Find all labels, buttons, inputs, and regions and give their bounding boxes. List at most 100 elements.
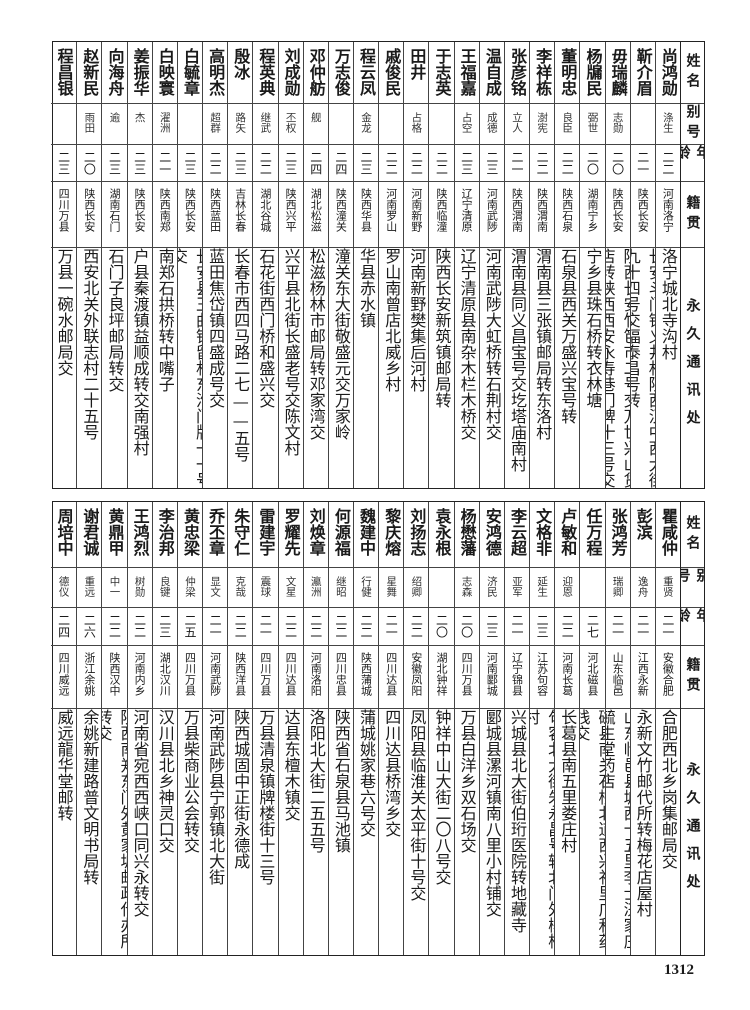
person-age: 二二: [359, 614, 374, 638]
person-address-cell: 松滋杨林市邮局转邓家湾交: [304, 248, 328, 488]
person-name-cell: 李云超: [504, 502, 530, 568]
person-address: 罗山南曾店北威乡村: [382, 248, 402, 392]
person-age-cell: 二二: [303, 608, 328, 646]
person-age: 二一: [509, 151, 524, 175]
person-column: 程云凤 金龙 二三 陕西华县 华县赤水镇: [352, 42, 379, 488]
person-age: 二二: [233, 614, 248, 638]
person-name-cell: 戚俊民: [379, 42, 404, 104]
person-alias-cell: 继昭: [328, 568, 353, 608]
person-origin: 陕西临潼: [435, 188, 449, 232]
person-name: 尚鸿勋: [658, 48, 678, 96]
person-origin: 陕西渭南: [535, 188, 549, 232]
person-alias: 迎恩: [561, 576, 574, 597]
person-name: 程英典: [256, 48, 276, 96]
person-alias-cell: 行健: [353, 568, 379, 608]
person-origin-cell: 陕西石泉: [555, 182, 580, 248]
person-age-cell: 二三: [479, 608, 504, 646]
person-column: 乔丕章 显文 二一 河南武陟 河南武陟县宁郭镇北大街: [202, 502, 228, 955]
person-address-cell: 宁乡县珠石桥转衣林塘: [580, 248, 604, 488]
person-name-cell: 张彦铭: [504, 42, 530, 104]
person-age: 二二: [384, 151, 399, 175]
person-age-cell: 二二: [278, 608, 303, 646]
person-column: 李治邦 良键 二三 湖北汉川 汉川县北乡神灵口交: [151, 502, 177, 955]
person-alias-cell: 重远: [77, 568, 102, 608]
person-age-cell: 二二: [328, 608, 353, 646]
person-column: 戚俊民二二河南罗山罗山南曾店北威乡村: [378, 42, 404, 488]
person-name-cell: 尚鸿勋: [655, 42, 680, 104]
person-name-cell: 杨牖民: [580, 42, 605, 104]
person-address: 永新文竹邮代所转梅花店屋村: [633, 709, 653, 917]
person-address-cell: 长安县王曲镇留村东沟门牌一一号交: [178, 248, 202, 488]
person-age: 二二: [308, 614, 323, 638]
person-age: 二四: [56, 614, 71, 638]
person-origin: 山东临邑: [611, 652, 625, 696]
person-name-cell: 彭滨: [630, 502, 655, 568]
person-column: 谢君诚 重远 二六 浙江余姚 余姚新建路普文明书局转: [76, 502, 102, 955]
person-origin: 湖北汉川: [158, 652, 172, 696]
person-age-cell: 二三: [102, 145, 127, 182]
person-address-cell: 长安斗门镇义井村陕西汉中西大街九十四号交福泰昌号转: [631, 248, 655, 488]
person-age-cell: 二一: [504, 145, 530, 182]
person-column: 毋瑞麟志勋二〇陕西长安陕西长安竹笆市二号交万世兴山货店转陕西西安永寿巷门牌十三号…: [604, 42, 630, 488]
header-label-name: 姓名: [684, 52, 701, 93]
person-age: 二一: [258, 614, 273, 638]
person-origin-cell: 河南罗山: [379, 182, 404, 248]
person-origin-cell: 陕西临潼: [429, 182, 454, 248]
person-alias: 德仪: [57, 576, 70, 597]
header-cell-alias: 别号: [681, 568, 704, 608]
person-origin-cell: 陕西长安: [177, 182, 203, 248]
person-age-cell: 二四: [328, 145, 353, 182]
person-address-cell: 磁县南关石桥北道西兴礼里广和药栈交: [580, 709, 604, 955]
person-address: 四川达县桥湾乡交: [382, 709, 402, 837]
person-name-cell: 程英典: [253, 42, 278, 104]
person-origin: 河南武陟: [485, 188, 499, 232]
person-address: 万县一碗水邮局交: [54, 248, 74, 376]
person-name: 袁永根: [432, 508, 452, 556]
person-address-cell: 四川达县桥湾乡交: [379, 709, 403, 955]
person-origin-cell: 河南内乡: [127, 646, 152, 709]
person-name-cell: 张鸿芳: [605, 502, 630, 568]
person-name-cell: 程昌银: [51, 42, 77, 104]
person-age: 二五: [182, 614, 197, 638]
person-name-cell: 毋瑞麟: [605, 42, 630, 104]
person-origin: 吉林长春: [233, 188, 247, 232]
person-alias: 延生: [536, 576, 549, 597]
person-name: 乔丕章: [206, 508, 226, 556]
person-alias: 重远: [83, 576, 96, 597]
person-origin-cell: 陕西渭南: [504, 182, 530, 248]
person-age-cell: 二一: [203, 608, 228, 646]
person-age-cell: 二三: [228, 145, 253, 182]
person-origin: 陕西蓝田: [208, 188, 222, 232]
person-age: 二〇: [82, 151, 97, 175]
person-age: 二一: [610, 614, 625, 638]
person-alias-cell: 重贤: [655, 568, 680, 608]
person-age-cell: 二二: [379, 145, 404, 182]
header-label-address: 永久通讯处: [684, 298, 701, 438]
person-name: 魏建中: [357, 508, 377, 556]
person-address-cell: 余姚新建路普文明书局转: [77, 709, 101, 955]
person-alias-cell: 志森: [454, 568, 479, 608]
person-origin: 河南罗山: [384, 188, 398, 232]
person-age-cell: 二二: [353, 608, 379, 646]
person-age: 二二: [660, 151, 675, 175]
person-column: 彭滨 逸舟 二一 江西永新 永新文竹邮代所转梅花店屋村: [629, 502, 655, 955]
person-age-cell: 二二: [530, 145, 555, 182]
person-age: 二二: [208, 151, 223, 175]
person-age: 二三: [535, 614, 550, 638]
person-address-cell: 威远龍华堂邮转: [51, 709, 76, 955]
person-origin: 湖北谷城: [258, 188, 272, 232]
person-name-cell: 文格非: [530, 502, 555, 568]
person-origin-cell: 湖南石门: [102, 182, 127, 248]
person-age-cell: 二三: [51, 145, 77, 182]
person-name: 杨懋藩: [457, 508, 477, 556]
person-name-cell: 王鸿烈: [127, 502, 152, 568]
person-column: 李云超 亚军 二一 辽宁锦县 兴城县北大街伯珩医院转地藏寺: [503, 502, 530, 955]
person-column: 万志俊 二四 陕西潼关 潼关东大街敬盛元交万家岭: [327, 42, 353, 488]
person-name-cell: 任万程: [580, 502, 605, 568]
person-origin-cell: 辽宁清原: [454, 182, 479, 248]
person-origin: 陕西渭南: [510, 188, 524, 232]
person-address: 陕西南郑东门外黄家坡邮政代办所转交: [102, 709, 126, 949]
person-alias: 逾: [108, 112, 121, 123]
person-column: 何源福 继昭 二二 四川忠县 陕西省石泉县马池镇: [327, 502, 353, 955]
roster-table-top: 姓名 别号 年龄 籍贯 永久通讯处 尚鸿勋 涤生 二二 河南洛宁 洛宁城北寺沟村 靳介眉 二一 陕西长安…: [51, 41, 705, 489]
